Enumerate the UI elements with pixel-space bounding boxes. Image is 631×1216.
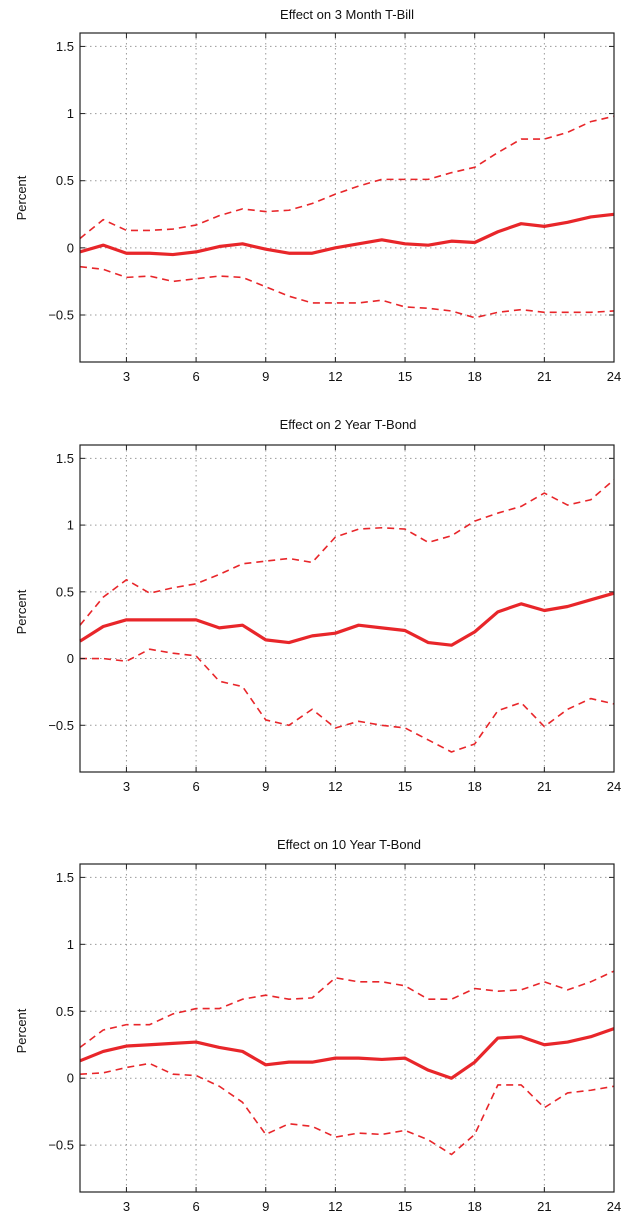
- series-line-confidence-band: [79, 265, 615, 319]
- plot-frame: [79, 32, 615, 363]
- y-axis-label: Percent: [14, 589, 29, 634]
- series-line-point-estimate: [79, 1027, 615, 1080]
- x-tick-label: 24: [607, 1199, 621, 1214]
- plot-frame: [79, 863, 615, 1193]
- x-tick-label: 24: [607, 779, 621, 794]
- y-tick-label: 0: [67, 240, 74, 255]
- x-tick-label: 21: [537, 1199, 551, 1214]
- y-tick-label: 0: [67, 1071, 74, 1086]
- x-tick-label: 9: [262, 779, 269, 794]
- series-line-confidence-band: [79, 479, 615, 626]
- x-tick-label: 12: [328, 779, 342, 794]
- y-tick-label: 0: [67, 651, 74, 666]
- plot-frame: [79, 444, 615, 773]
- x-tick-label: 6: [192, 779, 199, 794]
- x-tick-label: 9: [262, 1199, 269, 1214]
- x-tick-label: 18: [467, 369, 481, 384]
- y-tick-label: 0.5: [56, 1004, 74, 1019]
- y-tick-label: 1.5: [56, 451, 74, 466]
- x-tick-label: 6: [192, 1199, 199, 1214]
- x-tick-label: 3: [123, 779, 130, 794]
- series-line-point-estimate: [79, 212, 615, 257]
- x-tick-label: 15: [398, 369, 412, 384]
- x-tick-label: 18: [467, 1199, 481, 1214]
- series-line-confidence-band: [79, 970, 615, 1049]
- plot-area: 3 6 9 12 15 18 21 24 −0.5 0 0.5 1 1.5: [48, 863, 621, 1214]
- x-tick-label: 6: [192, 369, 199, 384]
- series-line-confidence-band: [79, 1062, 615, 1156]
- panel-3-month-t-bill: Effect on 3 Month T-Bill Percent 3 6 9 12 15…: [14, 7, 621, 384]
- series-line-confidence-band: [80, 648, 615, 753]
- x-tick-label: 3: [123, 1199, 130, 1214]
- x-tick-label: 18: [467, 779, 481, 794]
- y-tick-label: −0.5: [48, 308, 74, 323]
- x-tick-label: 21: [537, 779, 551, 794]
- y-tick-label: 1: [67, 518, 74, 533]
- panel-10-year-t-bond: Effect on 10 Year T-Bond Percent 3 6 9 12 15…: [14, 837, 621, 1214]
- y-tick-label: 1.5: [56, 870, 74, 885]
- x-tick-label: 15: [398, 1199, 412, 1214]
- plot-area: 3 6 9 12 15 18 21 24 −0.5 0 0.5 1 1.5: [48, 444, 621, 794]
- y-tick-label: −0.5: [48, 1138, 74, 1153]
- panel-title: Effect on 3 Month T-Bill: [280, 7, 414, 22]
- x-tick-label: 12: [328, 1199, 342, 1214]
- y-axis-label: Percent: [14, 1008, 29, 1053]
- panel-2-year-t-bond: Effect on 2 Year T-Bond Percent 3 6 9 12 15 1…: [14, 417, 621, 794]
- x-tick-label: 24: [607, 369, 621, 384]
- plot-area: 3 6 9 12 15 18 21 24 −0.5 0 0.5 1 1.5: [48, 32, 621, 384]
- panel-title: Effect on 2 Year T-Bond: [280, 417, 417, 432]
- panel-title: Effect on 10 Year T-Bond: [277, 837, 421, 852]
- x-tick-label: 15: [398, 779, 412, 794]
- y-tick-label: 0.5: [56, 173, 74, 188]
- series-line-confidence-band: [79, 115, 615, 240]
- y-tick-label: 1: [67, 937, 74, 952]
- series-line-point-estimate: [79, 591, 615, 647]
- y-axis-label: Percent: [14, 175, 29, 220]
- x-tick-label: 3: [123, 369, 130, 384]
- x-tick-label: 12: [328, 369, 342, 384]
- y-tick-label: 1: [67, 106, 74, 121]
- y-tick-label: 1.5: [56, 39, 74, 54]
- x-tick-label: 21: [537, 369, 551, 384]
- x-tick-label: 9: [262, 369, 269, 384]
- y-tick-label: −0.5: [48, 718, 74, 733]
- y-tick-label: 0.5: [56, 584, 74, 599]
